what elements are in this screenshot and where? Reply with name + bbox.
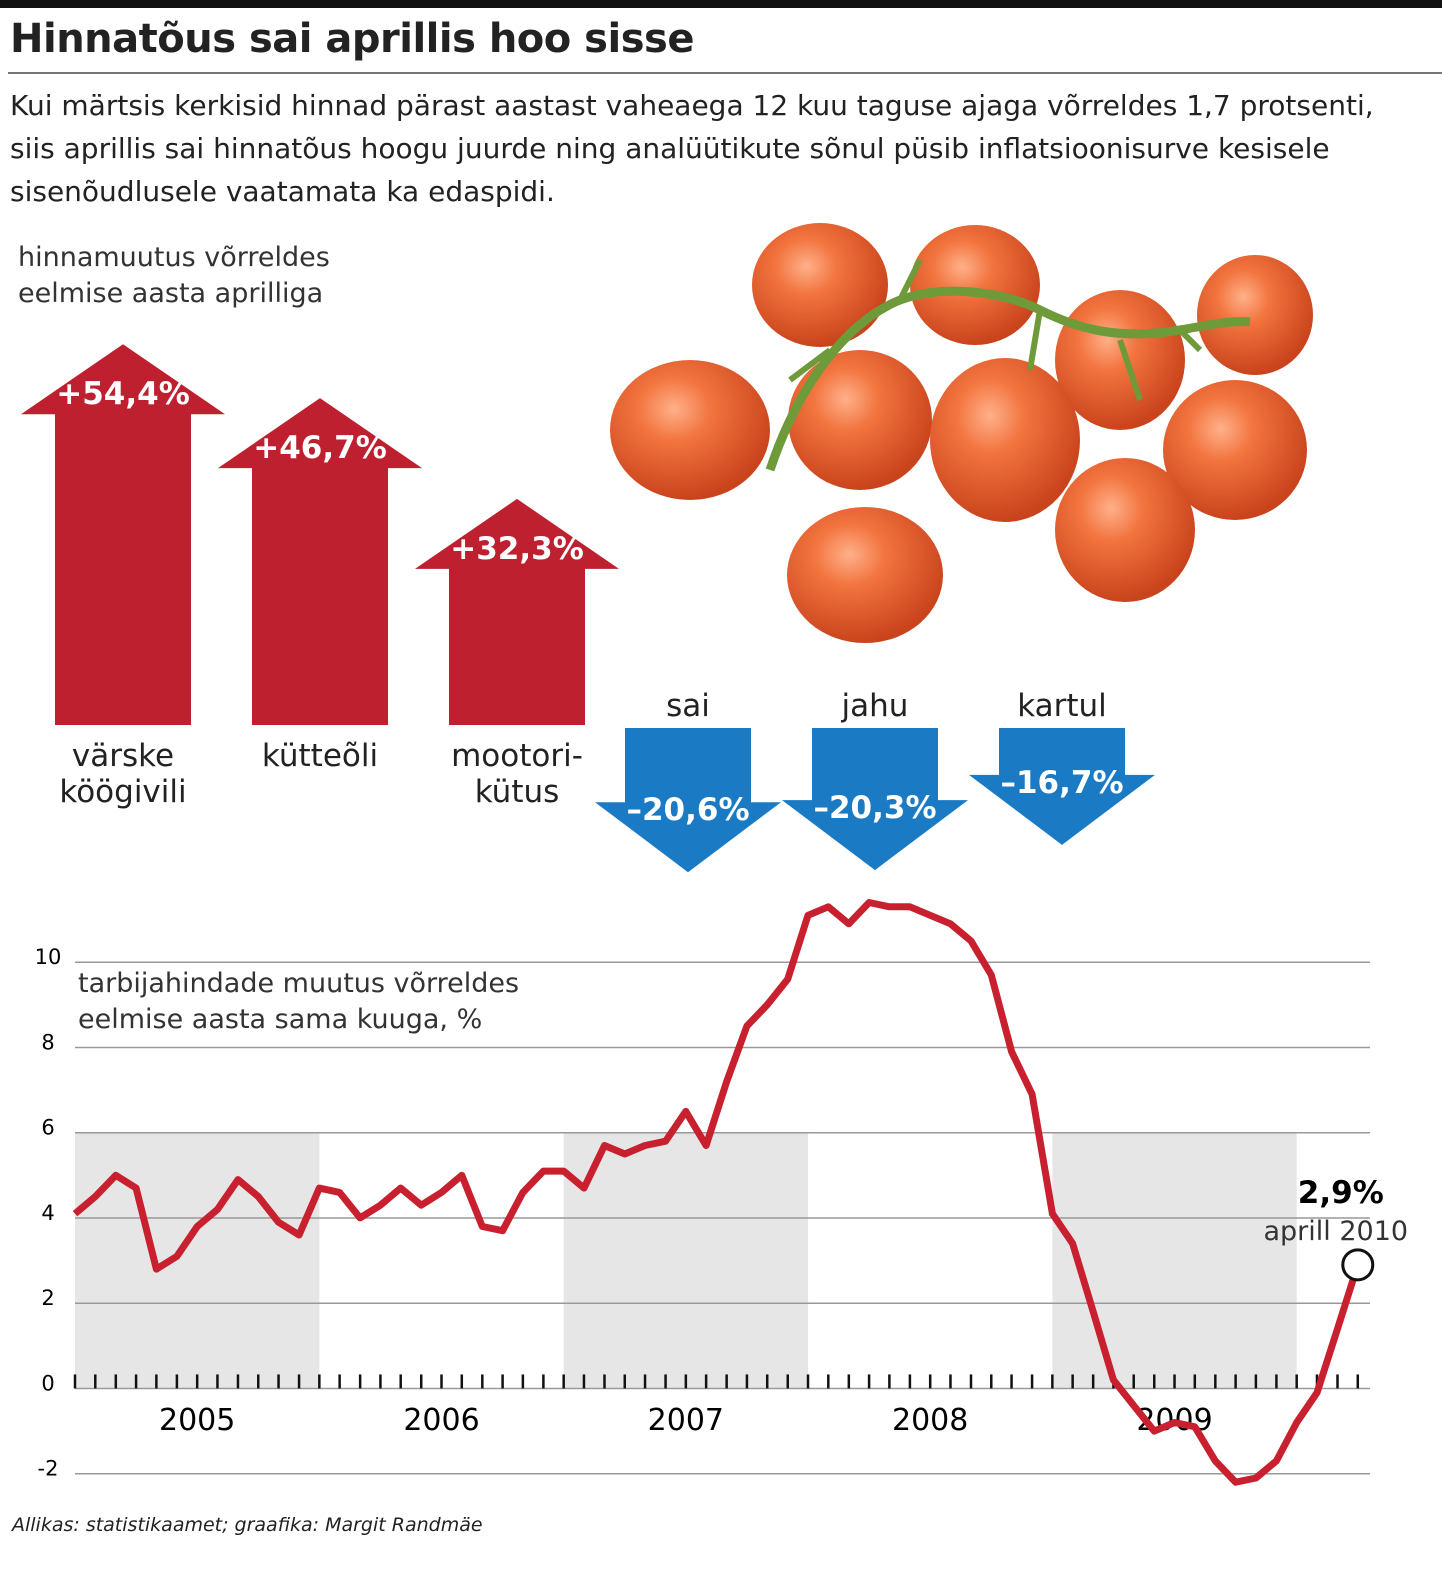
- value-label: –20,3%: [813, 790, 936, 826]
- y-tick-label: 2: [41, 1286, 54, 1310]
- x-tick-label: 2006: [403, 1403, 479, 1438]
- top-bar: [0, 0, 1442, 8]
- value-label: +32,3%: [450, 531, 584, 567]
- value-label: –20,6%: [626, 792, 749, 828]
- source: Allikas: statistikaamet; graafika: Margi…: [12, 1514, 483, 1536]
- category-label: kartul: [1017, 688, 1107, 724]
- x-tick-label: 2005: [159, 1403, 235, 1438]
- category-label: värske köögivili: [59, 738, 187, 810]
- value-label: –16,7%: [1000, 765, 1123, 801]
- x-tick-label: 2007: [648, 1403, 724, 1438]
- category-label: mootori- kütus: [451, 738, 583, 810]
- year-band: [75, 1133, 320, 1389]
- y-tick-label: 4: [41, 1201, 54, 1225]
- category-label: sai: [666, 688, 710, 724]
- down-arrow: [782, 728, 968, 871]
- down-arrow: [969, 728, 1155, 845]
- y-tick-label: 8: [41, 1030, 54, 1054]
- annotation: aprill 2010: [1263, 1216, 1408, 1247]
- cpi-line: [72, 899, 1362, 1486]
- value-label: 2,9%: [1298, 1175, 1384, 1211]
- up-arrow: [218, 398, 422, 725]
- value-label: +54,4%: [56, 376, 190, 412]
- chart-title: hinnamuutus võrreldes eelmise aasta apri…: [18, 242, 330, 309]
- year-band: [563, 1133, 809, 1389]
- title: Hinnatõus sai aprillis hoo sisse: [10, 16, 694, 62]
- highlight-point: [1341, 1248, 1375, 1282]
- down-arrow: [595, 728, 781, 873]
- chart-title: tarbijahindade muutus võrreldes eelmise …: [78, 968, 520, 1035]
- x-tick-label: 2008: [892, 1403, 968, 1438]
- lead: Kui märtsis kerkisid hinnad pärast aasta…: [10, 89, 1374, 208]
- category-label: jahu: [841, 688, 909, 724]
- year-band: [1052, 1133, 1297, 1389]
- tomato-photo: [610, 223, 1313, 643]
- y-tick-label: 0: [41, 1371, 54, 1395]
- y-tick-label: 6: [41, 1116, 54, 1140]
- y-tick-label: 10: [35, 945, 62, 969]
- category-label: kütteõli: [261, 738, 379, 774]
- up-arrow: [415, 498, 619, 725]
- value-label: +46,7%: [253, 430, 387, 466]
- y-tick-label: -2: [38, 1457, 59, 1481]
- up-arrow: [21, 344, 225, 725]
